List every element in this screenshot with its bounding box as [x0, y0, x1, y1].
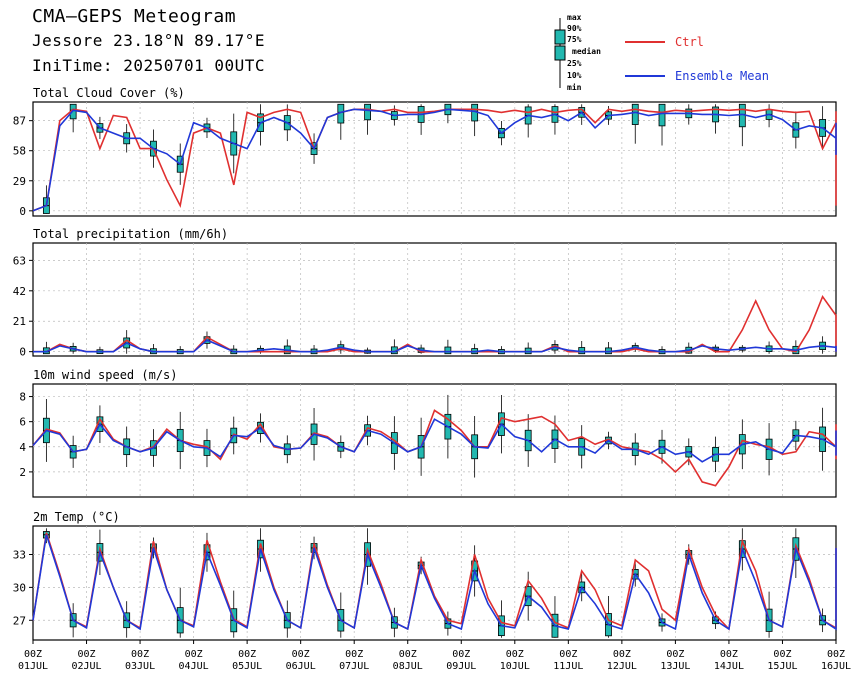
y-tick-label: 58: [13, 145, 26, 158]
y-tick-label: 63: [13, 254, 26, 267]
x-tick-hour: 00Z: [506, 649, 524, 660]
x-tick-date: 01JUL: [18, 661, 48, 672]
x-tick-date: 05JUL: [232, 661, 262, 672]
mean-series-line: [32, 418, 837, 463]
x-tick-date: 03JUL: [125, 661, 155, 672]
x-tick-date: 06JUL: [286, 661, 316, 672]
legend-box-lower: [554, 45, 566, 61]
y-tick-label: 0: [19, 205, 26, 218]
legend-box-label: median: [572, 46, 601, 56]
y-tick-label: 0: [19, 346, 26, 359]
ensemble-box: [658, 103, 666, 127]
x-tick-hour: 00Z: [827, 649, 845, 660]
x-tick-hour: 00Z: [292, 649, 310, 660]
x-tick-date: 09JUL: [446, 661, 476, 672]
x-tick-date: 12JUL: [607, 661, 637, 672]
legend-box-label: 75%: [567, 35, 582, 44]
panel-title: 10m wind speed (m/s): [33, 368, 178, 382]
ctrl-series-line: [32, 409, 837, 487]
chart-title: CMA—GEPS Meteogram: [32, 6, 237, 27]
y-tick-label: 30: [13, 581, 26, 594]
x-tick-hour: 00Z: [345, 649, 363, 660]
panel-title: Total precipitation (mm/6h): [33, 227, 228, 241]
ensemble-box: [444, 346, 452, 355]
y-tick-label: 29: [13, 175, 26, 188]
x-tick-date: 16JUL: [821, 661, 851, 672]
x-tick-hour: 00Z: [131, 649, 149, 660]
ensemble-box: [364, 103, 371, 121]
legend-box-label: max: [567, 13, 582, 22]
legend-box-label: 90%: [567, 24, 582, 33]
x-tick-hour: 00Z: [238, 649, 256, 660]
y-tick-label: 27: [13, 614, 26, 627]
panel-title: Total Cloud Cover (%): [33, 86, 185, 100]
x-tick-hour: 00Z: [78, 649, 96, 660]
legend-mean-label: Ensemble Mean: [675, 69, 769, 83]
x-tick-hour: 00Z: [559, 649, 577, 660]
y-tick-label: 8: [19, 391, 26, 404]
x-tick-hour: 00Z: [399, 649, 417, 660]
x-tick-date: 11JUL: [553, 661, 583, 672]
init-time-label: IniTime: 20250701 00UTC: [32, 56, 266, 75]
mean-series-line: [33, 339, 837, 353]
x-tick-hour: 00Z: [720, 649, 738, 660]
panel-frame: [32, 242, 837, 357]
ensemble-box: [578, 347, 586, 355]
y-tick-label: 4: [19, 441, 26, 454]
x-tick-date: 04JUL: [179, 661, 209, 672]
y-tick-label: 33: [13, 549, 26, 562]
x-tick-date: 13JUL: [660, 661, 690, 672]
x-tick-date: 07JUL: [339, 661, 369, 672]
x-tick-hour: 00Z: [666, 649, 684, 660]
legend-box-label: min: [567, 82, 582, 92]
legend-ctrl-label: Ctrl: [675, 35, 704, 49]
mean-series-line: [32, 534, 837, 631]
x-tick-date: 02JUL: [71, 661, 101, 672]
legend-box-label: 10%: [567, 71, 582, 80]
mean-series-line: [32, 108, 837, 212]
x-tick-date: 10JUL: [500, 661, 530, 672]
location-label: Jessore 23.18°N 89.17°E: [32, 31, 266, 50]
y-tick-label: 42: [13, 285, 26, 298]
panel-title: 2m Temp (°C): [33, 510, 120, 524]
x-tick-hour: 00Z: [613, 649, 631, 660]
x-tick-date: 08JUL: [393, 661, 423, 672]
x-tick-hour: 00Z: [24, 649, 42, 660]
y-tick-label: 21: [13, 315, 26, 328]
legend-box-label: 25%: [567, 59, 582, 68]
x-tick-date: 15JUL: [767, 661, 797, 672]
y-tick-label: 87: [13, 115, 26, 128]
x-tick-date: 14JUL: [714, 661, 744, 672]
x-tick-hour: 00Z: [452, 649, 470, 660]
y-tick-label: 2: [19, 466, 26, 479]
ensemble-box: [631, 103, 639, 125]
ctrl-series-line: [33, 294, 837, 353]
x-tick-hour: 00Z: [185, 649, 203, 660]
x-tick-hour: 00Z: [773, 649, 791, 660]
legend-box-upper: [554, 29, 566, 45]
y-tick-label: 6: [19, 416, 26, 429]
